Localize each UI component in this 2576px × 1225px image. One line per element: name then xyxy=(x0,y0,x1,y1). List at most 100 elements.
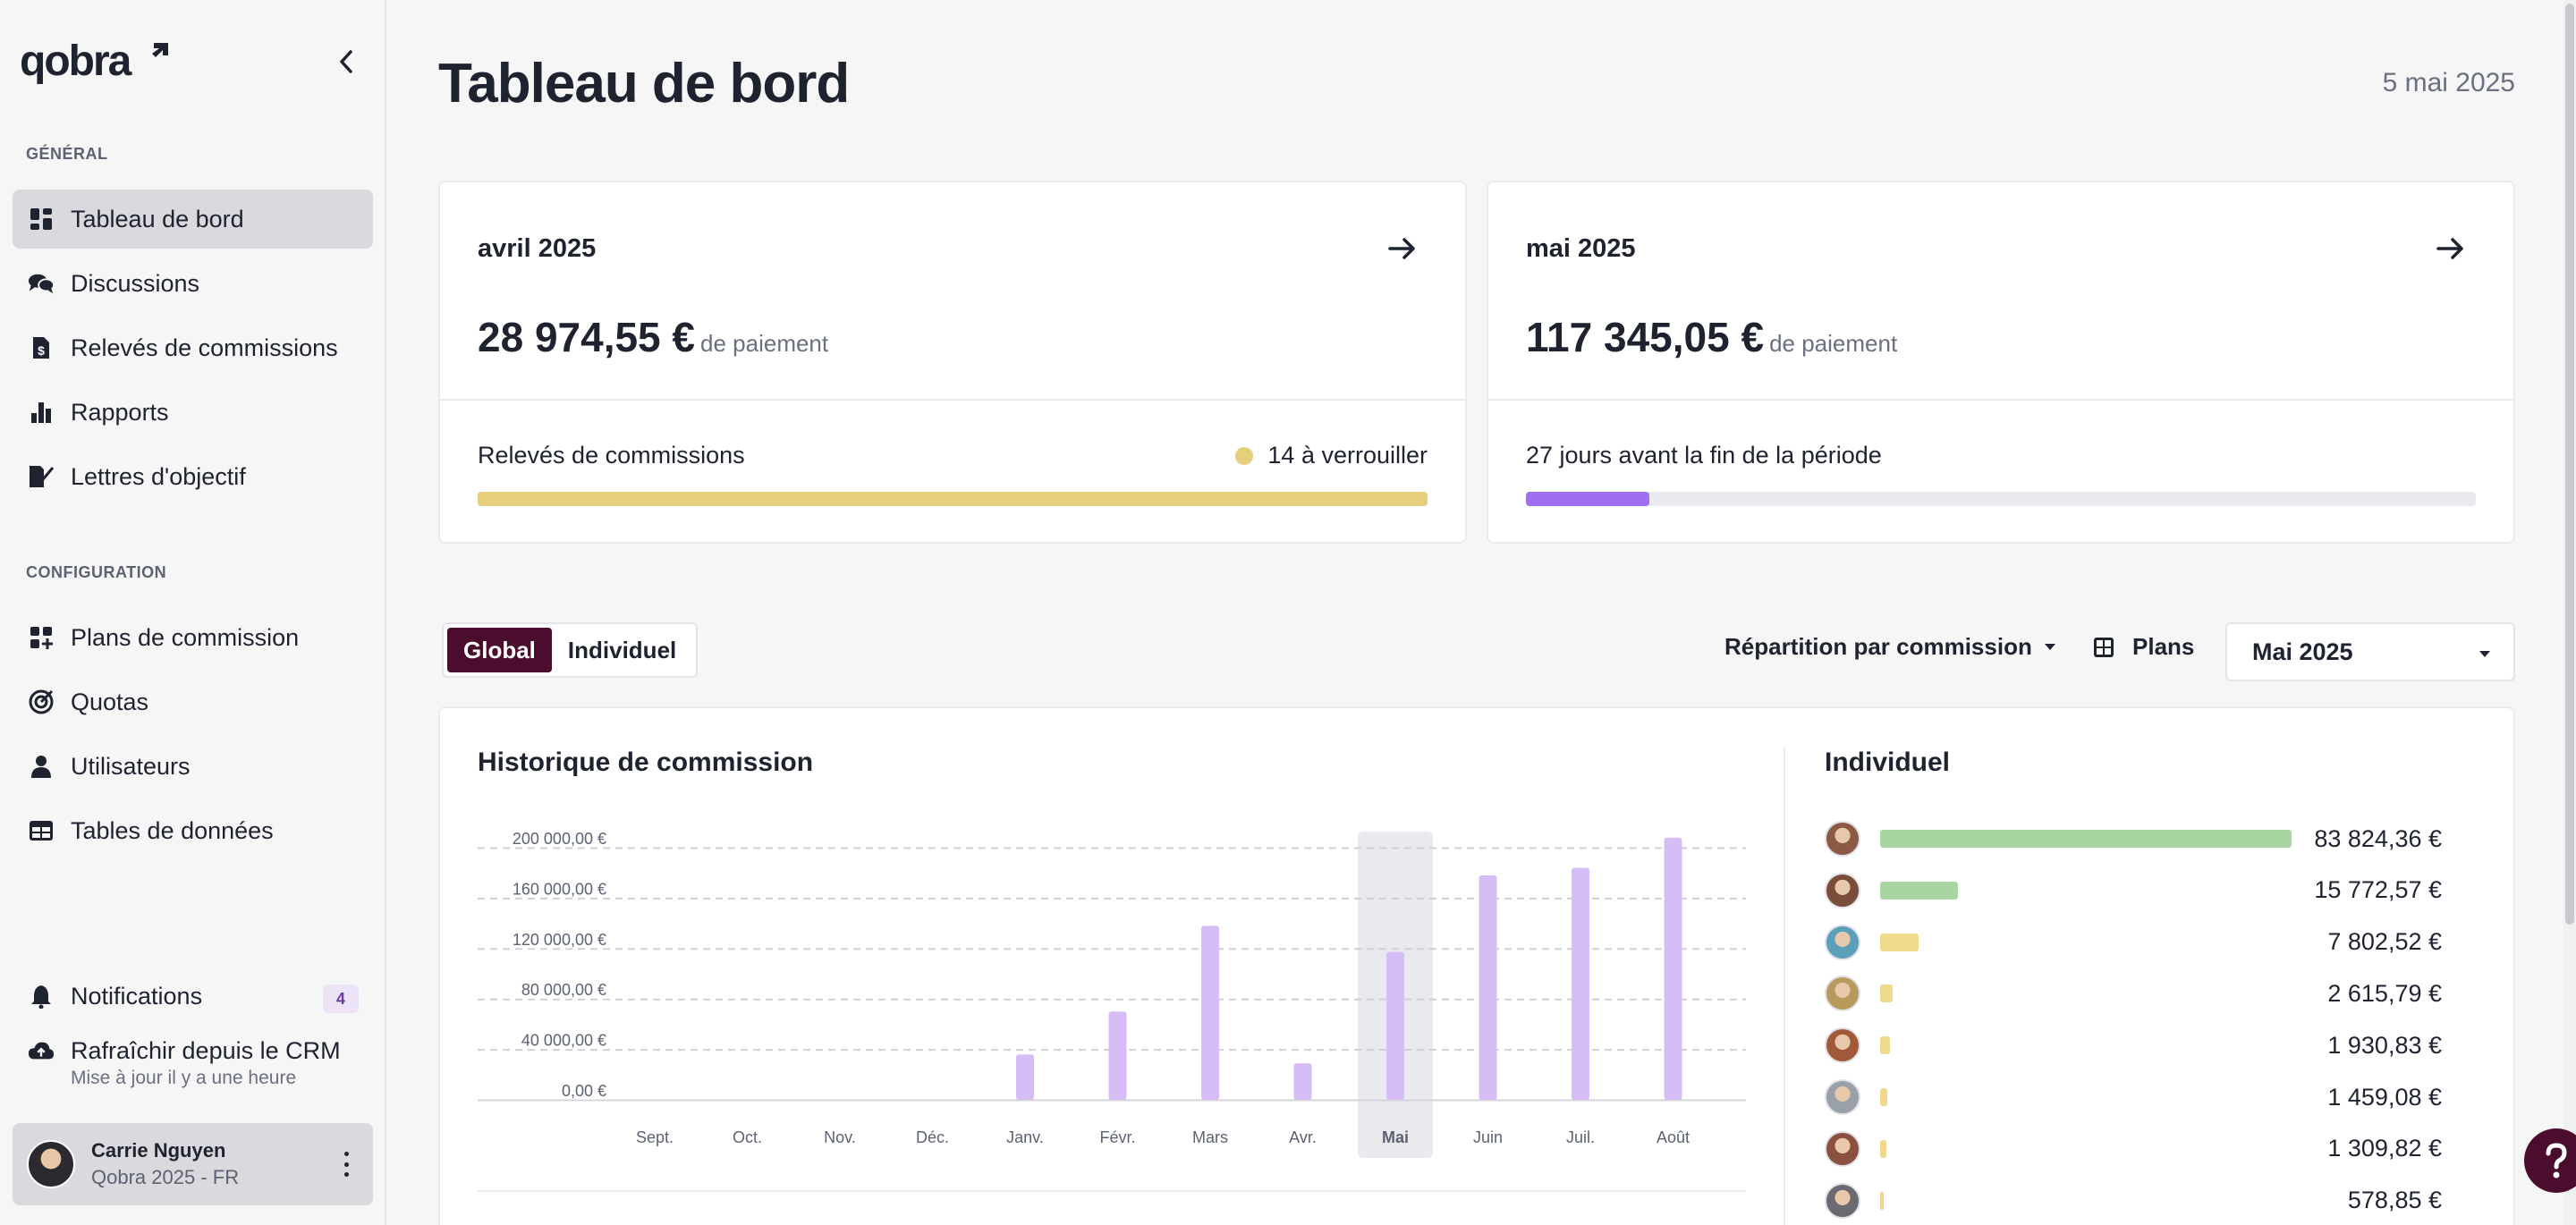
refresh-crm-sublabel: Mise à jour il y a une heure xyxy=(71,1068,297,1088)
x-tick-label: Févr. xyxy=(1099,1128,1135,1146)
avatar xyxy=(1825,872,1860,908)
individual-row[interactable]: 2 615,79 € xyxy=(1825,976,2442,1012)
individual-title: Individuel xyxy=(1825,748,1951,777)
plans-filter-button[interactable]: Plans xyxy=(2093,633,2194,661)
sidebar-item-reports[interactable]: Rapports xyxy=(13,383,373,442)
individual-row[interactable]: 578,85 € xyxy=(1825,1182,2442,1219)
sidebar-item-plans[interactable]: Plans de commission xyxy=(13,608,373,667)
sidebar-item-notifications[interactable]: Notifications 4 xyxy=(13,967,373,1026)
month-select[interactable]: Mai 2025 xyxy=(2225,622,2515,681)
card-period: mai 2025 xyxy=(1526,234,1636,263)
bell-icon xyxy=(28,983,55,1010)
plans-table-icon xyxy=(2094,637,2114,657)
individual-bar-track xyxy=(1880,933,2292,951)
refresh-crm-button[interactable]: Rafraîchir depuis le CRM Mise à jour il … xyxy=(13,1037,373,1102)
sidebar-item-label: Discussions xyxy=(71,269,200,297)
individual-row[interactable]: 1 309,82 € xyxy=(1825,1130,2442,1167)
period-card-april: avril 2025 28 974,55 € de paiement Relevé… xyxy=(438,181,1467,544)
section-config-title: CONFIGURATION xyxy=(26,563,167,581)
sidebar-item-label: Plans de commission xyxy=(71,623,300,651)
amount-suffix: de paiement xyxy=(1769,330,1898,357)
individual-value: 15 772,57 € xyxy=(2314,876,2442,904)
commission-panel: Historique de commission 0,00 € 40 000,00… xyxy=(438,706,2515,1225)
page-scrollbar[interactable] xyxy=(2563,0,2576,1225)
x-tick-label: Juil. xyxy=(1566,1128,1595,1146)
bar-Févr. xyxy=(1108,1011,1127,1100)
bar-Mai xyxy=(1386,951,1404,1100)
individual-bar-track xyxy=(1880,984,2292,1003)
avatar xyxy=(1825,821,1860,857)
repartition-dropdown[interactable]: Répartition par commission xyxy=(1724,633,2055,661)
individual-row[interactable]: 1 930,83 € xyxy=(1825,1027,2442,1064)
notifications-count-badge: 4 xyxy=(323,984,359,1013)
x-tick-label: Mars xyxy=(1192,1128,1228,1146)
bar-Juin xyxy=(1479,875,1497,1100)
chart-title: Historique de commission xyxy=(478,748,814,777)
divider xyxy=(440,399,1465,401)
lock-status: 14 à verrouiller xyxy=(1235,442,1428,469)
toggle-individual[interactable]: Individuel xyxy=(567,636,677,663)
table-icon xyxy=(28,817,55,844)
sidebar-item-statements[interactable]: $ Relevés de commissions xyxy=(13,318,373,377)
commission-history-chart: 0,00 € 40 000,00 € 80 000,00 € 120 000,00 €… xyxy=(478,830,1746,1192)
page-date: 5 mai 2025 xyxy=(2382,68,2515,97)
help-button[interactable] xyxy=(2524,1128,2576,1193)
sidebar-item-dashboard[interactable]: Tableau de bord xyxy=(13,190,373,249)
user-org: Qobra 2025 - FR xyxy=(91,1166,240,1188)
individual-value: 83 824,36 € xyxy=(2314,824,2442,852)
progress-bar xyxy=(1526,492,2476,506)
x-tick-label: Mai xyxy=(1382,1128,1409,1146)
individual-bar xyxy=(1880,881,1958,900)
caret-down-icon xyxy=(2044,644,2055,650)
file-dollar-icon: $ xyxy=(28,334,55,361)
user-card[interactable]: Carrie Nguyen Qobra 2025 - FR xyxy=(13,1123,373,1205)
svg-text:qobra: qobra xyxy=(20,38,132,85)
individual-row[interactable]: 83 824,36 € xyxy=(1825,821,2442,857)
sidebar-item-objective-letters[interactable]: Lettres d'objectif xyxy=(13,447,373,506)
x-tick-label: Janv. xyxy=(1006,1128,1044,1146)
sidebar-item-users[interactable]: Utilisateurs xyxy=(13,737,373,796)
toggle-global[interactable]: Global xyxy=(447,628,552,672)
y-tick-label: 160 000,00 € xyxy=(513,880,606,898)
section-general-title: GÉNÉRAL xyxy=(26,145,108,163)
avatar xyxy=(27,1140,75,1188)
question-mark-icon xyxy=(2546,1143,2567,1179)
amount-value: 28 974,55 € xyxy=(478,314,696,360)
collapse-sidebar-button[interactable] xyxy=(329,45,363,79)
progress-fill xyxy=(1526,492,1650,506)
individual-row[interactable]: 15 772,57 € xyxy=(1825,872,2442,908)
x-tick-label: Oct. xyxy=(733,1128,762,1146)
sidebar-item-data-tables[interactable]: Tables de données xyxy=(13,801,373,860)
qobra-logo[interactable]: qobra xyxy=(20,38,172,86)
repartition-label: Répartition par commission xyxy=(1724,633,2032,660)
bar-chart-icon xyxy=(28,399,55,426)
y-tick-label: 120 000,00 € xyxy=(513,931,606,949)
sidebar-item-discussions[interactable]: Discussions xyxy=(13,254,373,313)
card-footer-label: Relevés de commissions xyxy=(478,442,745,469)
individual-bar xyxy=(1880,1036,1890,1055)
x-tick-label: Déc. xyxy=(916,1128,949,1146)
progress-bar xyxy=(478,492,1428,506)
individual-row[interactable]: 1 459,08 € xyxy=(1825,1079,2442,1115)
scrollbar-thumb[interactable] xyxy=(2565,4,2574,925)
card-amount: 28 974,55 € de paiement xyxy=(478,313,828,361)
svg-text:$: $ xyxy=(38,343,45,358)
sidebar-item-label: Rapports xyxy=(71,398,169,426)
sidebar-item-quotas[interactable]: Quotas xyxy=(13,672,373,731)
plans-label: Plans xyxy=(2132,633,2195,660)
individual-bar xyxy=(1880,1088,1887,1106)
arrow-right-icon[interactable] xyxy=(1386,232,1419,265)
bar-Mars xyxy=(1201,925,1219,1100)
avatar xyxy=(1825,1027,1860,1064)
sidebar-item-label: Utilisateurs xyxy=(71,752,191,780)
sidebar-item-label: Quotas xyxy=(71,688,149,715)
caret-down-icon xyxy=(2479,651,2490,657)
lock-status-text: 14 à verrouiller xyxy=(1267,442,1428,469)
arrow-right-icon[interactable] xyxy=(2435,232,2467,265)
individual-value: 1 459,08 € xyxy=(2327,1083,2442,1111)
avatar xyxy=(1825,924,1860,960)
individual-row[interactable]: 7 802,52 € xyxy=(1825,924,2442,960)
kebab-menu-icon[interactable] xyxy=(337,1148,355,1180)
x-tick-label: Sept. xyxy=(636,1128,674,1146)
individual-bar xyxy=(1880,984,1894,1003)
